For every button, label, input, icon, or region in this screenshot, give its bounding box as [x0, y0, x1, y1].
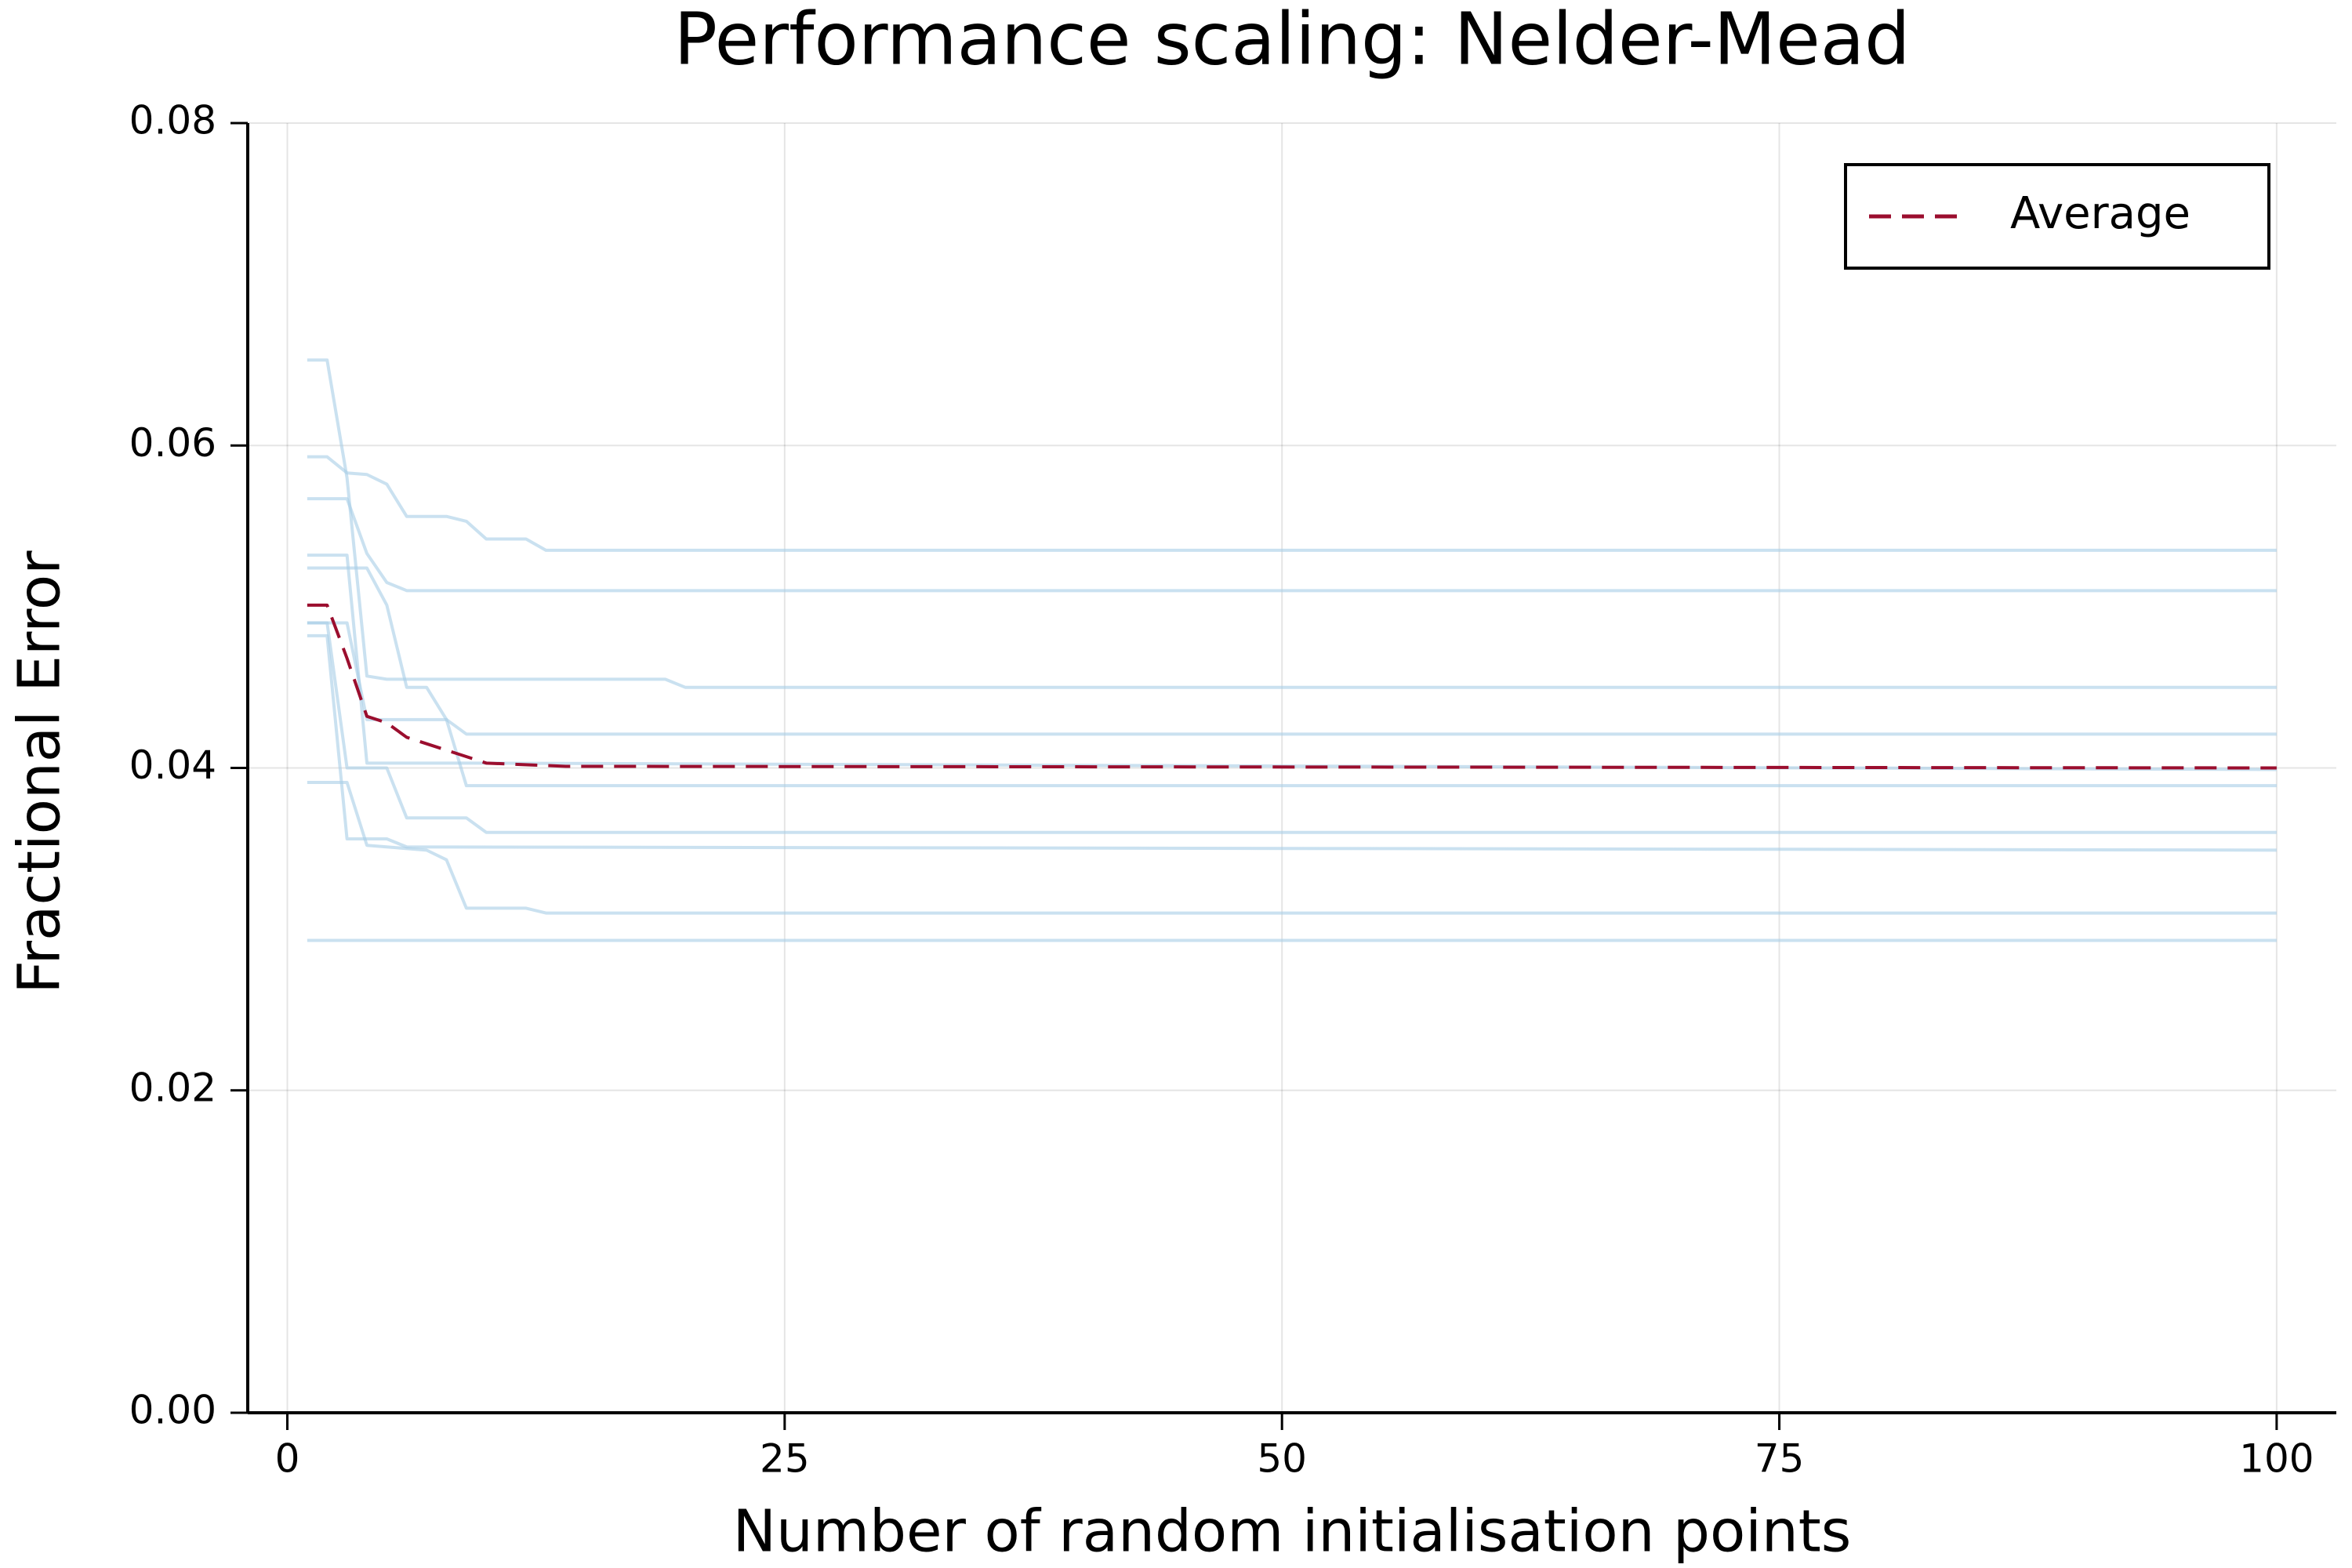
series-line	[307, 497, 2277, 593]
series-line	[307, 566, 2277, 788]
x-tick-label: 25	[760, 1436, 810, 1482]
y-tick-label: 0.08	[129, 98, 216, 143]
x-tick-label: 0	[275, 1436, 300, 1482]
series-line	[307, 455, 2277, 552]
x-tick-label: 75	[1755, 1436, 1805, 1482]
y-tick-label: 0.06	[129, 420, 216, 466]
y-tick-label: 0.04	[129, 742, 216, 788]
series-line	[307, 621, 2277, 834]
y-axis-label: Fractional Error	[6, 550, 74, 994]
legend-label: Average	[2010, 188, 2190, 239]
x-tick-label: 100	[2239, 1436, 2314, 1482]
y-tick-label: 0.02	[129, 1065, 216, 1110]
series-line	[307, 621, 2277, 736]
series-line	[307, 633, 2277, 852]
x-tick-label: 50	[1257, 1436, 1307, 1482]
series-line	[307, 554, 2277, 771]
y-tick-label: 0.00	[129, 1388, 216, 1433]
x-axis-label: Number of random initialisation points	[733, 1498, 1852, 1566]
series-line	[307, 603, 2277, 770]
chart-title: Performance scaling: Nelder-Mead	[673, 0, 1910, 81]
series-line	[307, 781, 2277, 915]
series-line	[307, 358, 2277, 689]
